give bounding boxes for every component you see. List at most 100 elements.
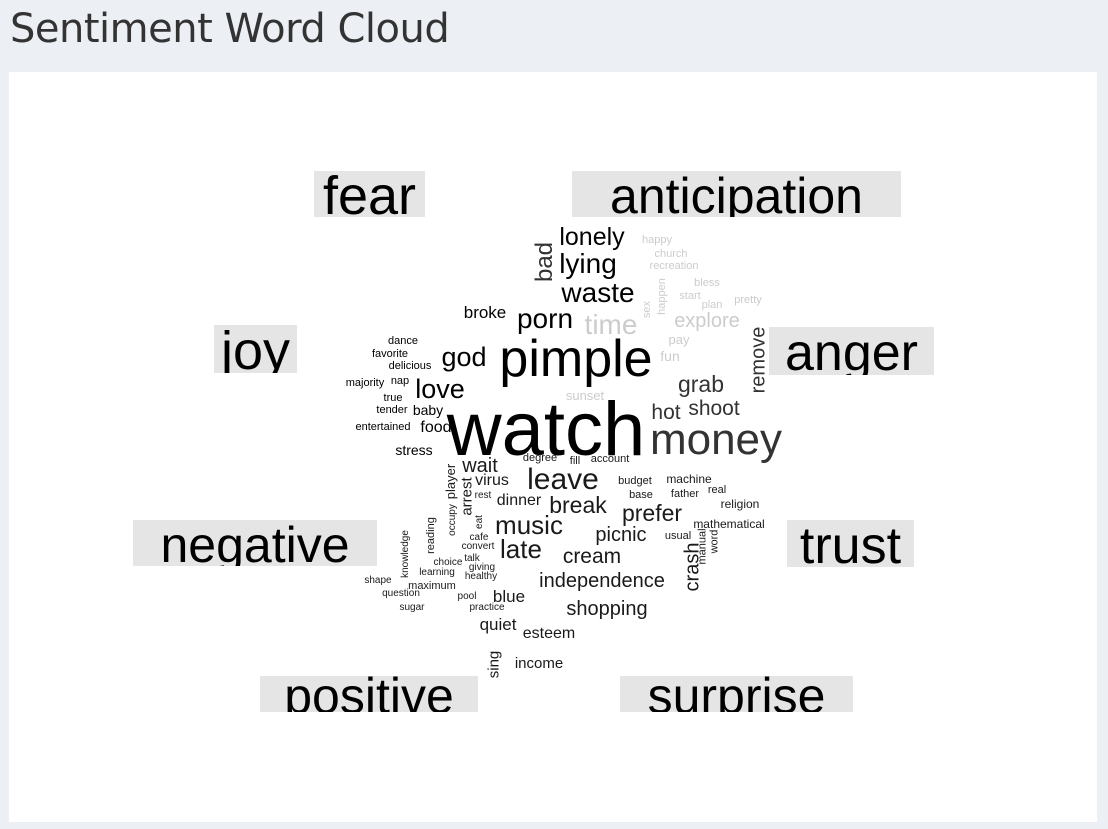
word-happy: happy	[642, 233, 672, 246]
word-bless: bless	[694, 276, 720, 289]
word-entertained: entertained	[355, 420, 411, 433]
word-pay: pay	[668, 331, 690, 347]
word-delicious: delicious	[388, 359, 432, 372]
word-fun: fun	[660, 348, 680, 364]
category-label-anticipation: anticipation	[572, 171, 901, 217]
word-hot: hot	[651, 400, 681, 424]
word-maximum: maximum	[408, 579, 456, 592]
word-shoot: shoot	[688, 396, 740, 420]
word-recreation: recreation	[649, 259, 699, 272]
word-eat: eat	[474, 515, 485, 529]
category-label-text: anger	[785, 327, 918, 375]
word-money: money	[649, 415, 783, 464]
word-wait: wait	[462, 455, 498, 477]
word-budget: budget	[618, 474, 652, 487]
category-label-surprise: surprise	[620, 676, 853, 712]
word-rest: rest	[474, 490, 492, 501]
word-practice: practice	[469, 602, 505, 613]
word-talk: talk	[464, 553, 480, 564]
word-late: late	[500, 534, 542, 564]
word-convert: convert	[461, 541, 495, 552]
word-cream: cream	[562, 544, 622, 568]
word-knowledge: knowledge	[400, 530, 411, 578]
word-explore: explore	[674, 310, 740, 332]
word-lying: lying	[559, 248, 617, 279]
word-quiet: quiet	[479, 614, 517, 634]
word-cloud: fear anticipation joy anger negative trust pos…	[9, 72, 1097, 822]
word-income: income	[514, 654, 564, 672]
word-pimple: pimple	[499, 330, 653, 388]
word-player: player	[443, 463, 459, 499]
word-learning: learning	[419, 567, 455, 578]
word-sex: sex	[641, 300, 654, 318]
word-god: god	[441, 341, 487, 372]
word-music: music	[495, 510, 563, 540]
category-label-positive: positive	[260, 676, 478, 712]
word-grab: grab	[677, 370, 725, 397]
word-giving: giving	[468, 562, 496, 573]
word-choice: choice	[433, 557, 463, 568]
word-watch: watch	[446, 387, 646, 472]
word-sugar: sugar	[399, 602, 425, 613]
word-independence: independence	[539, 570, 665, 592]
word-baby: baby	[412, 402, 444, 418]
word-broke: broke	[463, 302, 507, 322]
word-occupy: occupy	[447, 504, 458, 536]
word-machine: machine	[666, 472, 712, 486]
word-usual: usual	[664, 529, 692, 542]
word-esteem: esteem	[522, 625, 576, 642]
page-title: Sentiment Word Cloud	[10, 6, 450, 52]
word-time: time	[584, 309, 638, 340]
word-break: break	[549, 491, 607, 518]
word-food: food	[420, 419, 452, 436]
word-real: real	[707, 483, 727, 496]
word-happen: happen	[655, 277, 668, 315]
word-true: true	[383, 391, 403, 404]
category-label-fear: fear	[314, 171, 425, 217]
word-reading: reading	[424, 516, 437, 554]
category-label-text: fear	[322, 171, 417, 217]
category-label-text: negative	[160, 520, 350, 566]
word-leave: leave	[527, 463, 599, 496]
word-fill: fill	[569, 454, 581, 467]
word-love: love	[415, 373, 465, 404]
word-sunset: sunset	[565, 387, 605, 403]
word-base: base	[629, 488, 653, 501]
word-sing: sing	[485, 650, 503, 678]
word-plan: plan	[701, 298, 723, 311]
word-church: church	[654, 247, 688, 260]
category-label-text: positive	[284, 676, 454, 712]
word-manual: manual	[696, 527, 709, 565]
word-start: start	[679, 289, 701, 302]
word-nap: nap	[390, 374, 410, 387]
category-label-text: surprise	[647, 676, 826, 712]
category-label-text: anticipation	[610, 171, 863, 217]
category-label-joy: joy	[214, 325, 297, 373]
word-dance: dance	[388, 334, 418, 347]
word-father: father	[670, 487, 700, 500]
word-waste: waste	[561, 277, 635, 308]
word-porn: porn	[516, 303, 574, 334]
word-prefer: prefer	[621, 499, 683, 526]
word-pool: pool	[457, 591, 477, 602]
category-label-anger: anger	[769, 327, 934, 375]
word-stress: stress	[395, 442, 433, 458]
word-tender: tender	[376, 403, 408, 416]
category-label-trust: trust	[787, 520, 914, 567]
word-blue: blue	[492, 586, 526, 606]
word-bad: bad	[530, 241, 558, 283]
word-favorite: favorite	[371, 347, 409, 360]
word-shopping: shopping	[566, 598, 648, 620]
word-majority: majority	[345, 376, 385, 389]
word-healthy: healthy	[464, 571, 498, 582]
word-dinner: dinner	[496, 492, 542, 509]
word-account: account	[590, 452, 630, 465]
word-religion: religion	[720, 497, 760, 511]
word-lonely: lonely	[559, 222, 625, 251]
chart-panel: fear anticipation joy anger negative trust pos…	[9, 72, 1097, 822]
word-remove: remove	[746, 326, 769, 394]
word-arrest: arrest	[458, 476, 476, 516]
category-label-text: joy	[220, 325, 291, 373]
category-label-negative: negative	[133, 520, 377, 566]
category-label-text: trust	[799, 520, 902, 567]
